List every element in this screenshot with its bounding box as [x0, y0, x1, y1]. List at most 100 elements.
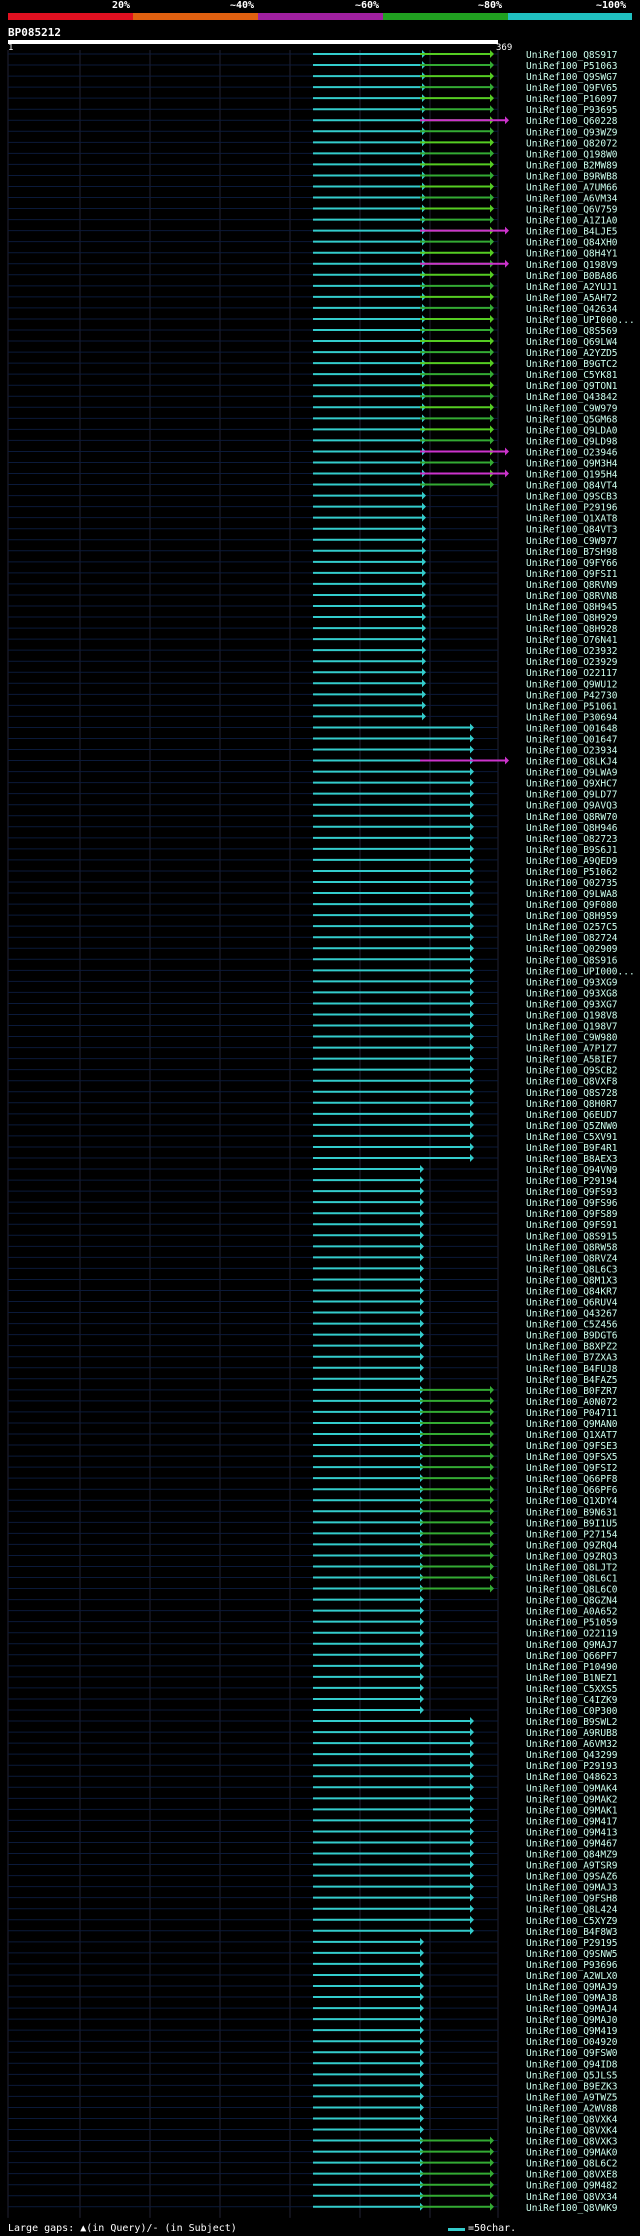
- hit-label[interactable]: UniRef100_Q42634: [526, 304, 618, 315]
- hit-label[interactable]: UniRef100_Q9LD98: [526, 436, 618, 447]
- hit-label[interactable]: UniRef100_Q02735: [526, 878, 618, 889]
- hit-label[interactable]: UniRef100_Q9MAK2: [526, 1794, 618, 1805]
- hit-label[interactable]: UniRef100_Q8M1X3: [526, 1275, 618, 1286]
- hit-label[interactable]: UniRef100_A6VM32: [526, 1739, 618, 1750]
- hit-label[interactable]: UniRef100_Q9LWA9: [526, 768, 618, 779]
- hit-label[interactable]: UniRef100_Q9TON1: [526, 381, 618, 392]
- hit-label[interactable]: UniRef100_Q9M3H4: [526, 458, 618, 469]
- hit-label[interactable]: UniRef100_Q9M417: [526, 1816, 618, 1827]
- hit-label[interactable]: UniRef100_B7SH98: [526, 547, 618, 558]
- hit-label[interactable]: UniRef100_P29193: [526, 1761, 618, 1772]
- hit-label[interactable]: UniRef100_Q9FSI1: [526, 569, 618, 580]
- hit-label[interactable]: UniRef100_O23932: [526, 646, 618, 657]
- hit-label[interactable]: UniRef100_Q8L6C0: [526, 1585, 618, 1596]
- hit-label[interactable]: UniRef100_Q93XG8: [526, 988, 618, 999]
- hit-label[interactable]: UniRef100_B0BA86: [526, 271, 618, 282]
- hit-label[interactable]: UniRef100_B7ZXA3: [526, 1353, 618, 1364]
- hit-label[interactable]: UniRef100_B9F4R1: [526, 1143, 618, 1154]
- hit-label[interactable]: UniRef100_Q8LJT2: [526, 1562, 618, 1573]
- hit-label[interactable]: UniRef100_Q1XDY4: [526, 1496, 618, 1507]
- hit-label[interactable]: UniRef100_Q8L6C3: [526, 1264, 618, 1275]
- hit-label[interactable]: UniRef100_Q9LD77: [526, 790, 618, 801]
- hit-label[interactable]: UniRef100_Q198V7: [526, 1022, 618, 1033]
- hit-label[interactable]: UniRef100_Q198V9: [526, 260, 618, 271]
- hit-label[interactable]: UniRef100_Q1XAT8: [526, 514, 618, 525]
- hit-label[interactable]: UniRef100_C0P300: [526, 1706, 618, 1717]
- hit-label[interactable]: UniRef100_Q9MAN0: [526, 1419, 618, 1430]
- hit-label[interactable]: UniRef100_O23934: [526, 746, 618, 757]
- hit-label[interactable]: UniRef100_Q8H929: [526, 613, 618, 624]
- hit-label[interactable]: UniRef100_Q9FS96: [526, 1198, 618, 1209]
- hit-label[interactable]: UniRef100_Q8L6C2: [526, 2159, 618, 2170]
- hit-label[interactable]: UniRef100_B1NEZ1: [526, 1673, 618, 1684]
- hit-label[interactable]: UniRef100_Q9FY66: [526, 558, 618, 569]
- hit-label[interactable]: UniRef100_Q8S915: [526, 1231, 618, 1242]
- hit-label[interactable]: UniRef100_A0A652: [526, 1607, 618, 1618]
- hit-label[interactable]: UniRef100_Q9SCB2: [526, 1066, 618, 1077]
- hit-label[interactable]: UniRef100_Q9M482: [526, 2181, 618, 2192]
- hit-label[interactable]: UniRef100_Q8H928: [526, 624, 618, 635]
- hit-label[interactable]: UniRef100_Q8S916: [526, 955, 618, 966]
- hit-label[interactable]: UniRef100_P42730: [526, 690, 618, 701]
- hit-label[interactable]: UniRef100_Q9MAJ0: [526, 2015, 618, 2026]
- hit-label[interactable]: UniRef100_B9S6J1: [526, 845, 618, 856]
- hit-label[interactable]: UniRef100_B4LJE5: [526, 227, 618, 238]
- hit-label[interactable]: UniRef100_UPI000...: [526, 966, 635, 977]
- hit-label[interactable]: UniRef100_Q8RW70: [526, 812, 618, 823]
- hit-label[interactable]: UniRef100_Q1XAT7: [526, 1430, 618, 1441]
- hit-label[interactable]: UniRef100_Q8H0R7: [526, 1099, 618, 1110]
- hit-label[interactable]: UniRef100_Q8RVN8: [526, 591, 618, 602]
- hit-label[interactable]: UniRef100_P29194: [526, 1176, 618, 1187]
- hit-label[interactable]: UniRef100_Q198W0: [526, 149, 618, 160]
- hit-label[interactable]: UniRef100_Q9MAK1: [526, 1805, 618, 1816]
- hit-label[interactable]: UniRef100_P30694: [526, 712, 618, 723]
- hit-label[interactable]: UniRef100_A9TSR9: [526, 1861, 618, 1872]
- hit-label[interactable]: UniRef100_P10490: [526, 1662, 618, 1673]
- hit-label[interactable]: UniRef100_O22117: [526, 668, 618, 679]
- hit-label[interactable]: UniRef100_O257C5: [526, 922, 618, 933]
- hit-label[interactable]: UniRef100_Q9SWG7: [526, 72, 618, 83]
- hit-label[interactable]: UniRef100_Q9FSE3: [526, 1441, 618, 1452]
- hit-label[interactable]: UniRef100_A7UM66: [526, 182, 618, 193]
- hit-label[interactable]: UniRef100_C5XYZ9: [526, 1916, 618, 1927]
- hit-label[interactable]: UniRef100_Q84KR7: [526, 1286, 618, 1297]
- hit-label[interactable]: UniRef100_Q9M467: [526, 1838, 618, 1849]
- hit-label[interactable]: UniRef100_O04920: [526, 2037, 618, 2048]
- hit-label[interactable]: UniRef100_B9I1U5: [526, 1518, 618, 1529]
- hit-label[interactable]: UniRef100_B9RWB8: [526, 171, 618, 182]
- hit-label[interactable]: UniRef100_Q66PF6: [526, 1485, 618, 1496]
- hit-label[interactable]: UniRef100_Q198V8: [526, 1010, 618, 1021]
- hit-label[interactable]: UniRef100_Q8GZN4: [526, 1596, 618, 1607]
- hit-label[interactable]: UniRef100_B9N631: [526, 1507, 618, 1518]
- hit-label[interactable]: UniRef100_Q8VXK4: [526, 2114, 618, 2125]
- hit-label[interactable]: UniRef100_Q8H945: [526, 602, 618, 613]
- hit-label[interactable]: UniRef100_B4FUJ8: [526, 1364, 618, 1375]
- hit-label[interactable]: UniRef100_Q9FSI2: [526, 1463, 618, 1474]
- hit-label[interactable]: UniRef100_P29195: [526, 1938, 618, 1949]
- hit-label[interactable]: UniRef100_Q8LKJ4: [526, 757, 618, 768]
- hit-label[interactable]: UniRef100_Q8RVZ4: [526, 1253, 618, 1264]
- hit-label[interactable]: UniRef100_Q8VXF8: [526, 1077, 618, 1088]
- hit-label[interactable]: UniRef100_Q5JLS5: [526, 2070, 618, 2081]
- hit-label[interactable]: UniRef100_C5Z456: [526, 1320, 618, 1331]
- hit-label[interactable]: UniRef100_A7P1Z7: [526, 1044, 618, 1055]
- hit-label[interactable]: UniRef100_P51061: [526, 701, 618, 712]
- hit-label[interactable]: UniRef100_Q9XHC7: [526, 779, 618, 790]
- hit-label[interactable]: UniRef100_Q9ZRQ3: [526, 1551, 618, 1562]
- hit-label[interactable]: UniRef100_Q9AVQ3: [526, 801, 618, 812]
- hit-label[interactable]: UniRef100_Q8RW58: [526, 1242, 618, 1253]
- hit-label[interactable]: UniRef100_Q60228: [526, 116, 618, 127]
- hit-label[interactable]: UniRef100_Q9WU12: [526, 679, 618, 690]
- hit-label[interactable]: UniRef100_Q8S569: [526, 326, 618, 337]
- hit-label[interactable]: UniRef100_Q8H959: [526, 911, 618, 922]
- hit-label[interactable]: UniRef100_P51059: [526, 1618, 618, 1629]
- hit-label[interactable]: UniRef100_P51063: [526, 61, 618, 72]
- hit-label[interactable]: UniRef100_Q5ZNW0: [526, 1121, 618, 1132]
- hit-label[interactable]: UniRef100_Q9SNW5: [526, 1949, 618, 1960]
- hit-label[interactable]: UniRef100_A2YUJ1: [526, 282, 618, 293]
- hit-label[interactable]: UniRef100_Q8S917: [526, 50, 618, 61]
- hit-label[interactable]: UniRef100_Q9MAK4: [526, 1783, 618, 1794]
- hit-label[interactable]: UniRef100_Q8S728: [526, 1088, 618, 1099]
- hit-label[interactable]: UniRef100_Q8H946: [526, 823, 618, 834]
- hit-label[interactable]: UniRef100_Q82072: [526, 138, 618, 149]
